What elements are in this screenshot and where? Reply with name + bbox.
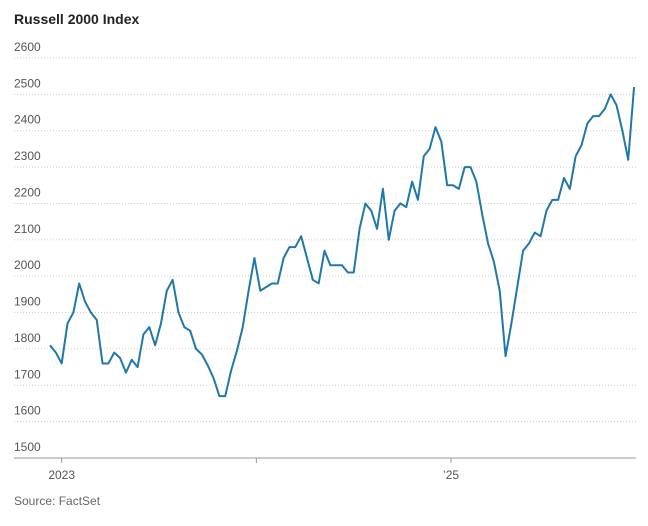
x-tick-label: 2023 bbox=[48, 468, 75, 482]
y-tick-label: 2100 bbox=[14, 222, 41, 236]
y-tick-label: 1900 bbox=[14, 295, 41, 309]
series-line bbox=[49, 87, 636, 398]
y-tick-label: 1700 bbox=[14, 367, 41, 381]
y-tick-label: 1500 bbox=[14, 440, 41, 454]
y-tick-label: 2300 bbox=[14, 149, 41, 163]
source: Source: FactSet bbox=[14, 494, 101, 508]
y-tick-label: 2600 bbox=[14, 40, 41, 54]
chart-title: Russell 2000 Index bbox=[14, 11, 140, 27]
y-tick-label: 1800 bbox=[14, 331, 41, 345]
y-tick-label: 2500 bbox=[14, 76, 41, 90]
y-tick-label: 2000 bbox=[14, 258, 41, 272]
y-tick-label: 2400 bbox=[14, 113, 41, 127]
y-tick-label: 2200 bbox=[14, 185, 41, 199]
x-tick-label: ’25 bbox=[443, 468, 459, 482]
y-tick-label: 1600 bbox=[14, 404, 41, 418]
